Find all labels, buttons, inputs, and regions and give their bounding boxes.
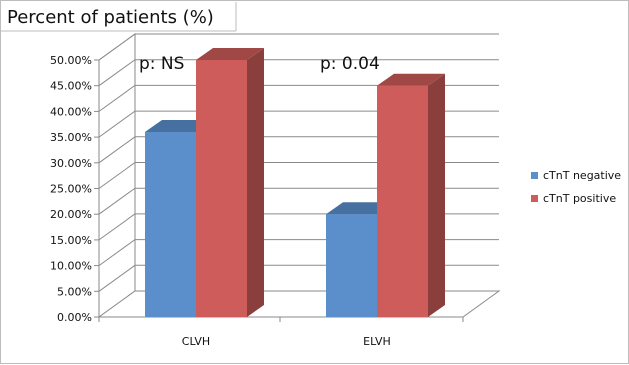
y-axis-title: Percent of patients (%) [7, 7, 214, 28]
p-value-annotation: p: NS [139, 54, 184, 74]
bar-side [428, 73, 445, 317]
x-tick-label: ELVH [363, 335, 391, 348]
y-tick-label: 0.00% [57, 311, 92, 324]
y-tick-label: 5.00% [57, 285, 92, 298]
bar [196, 60, 247, 317]
legend-swatch [531, 172, 538, 179]
plot-area: 0.00% 5.00% 10.00% 15.00% 20.00% 25.00% 30.00%… [50, 33, 501, 348]
bar-top [377, 73, 445, 86]
legend-label: cTnT negative [543, 169, 621, 182]
y-tick-label: 20.00% [50, 208, 92, 221]
y-tick-label: 45.00% [50, 80, 92, 93]
y-tick-label: 10.00% [50, 260, 92, 273]
y-tick-label: 40.00% [50, 105, 92, 118]
y-axis-title-box [1, 1, 236, 31]
y-tick-label: 50.00% [50, 54, 92, 67]
gridline [98, 59, 499, 87]
bar [377, 85, 428, 317]
y-tick-label: 30.00% [50, 157, 92, 170]
x-tick-label: CLVH [182, 335, 210, 348]
legend-label: cTnT positive [543, 192, 616, 205]
y-tick-label: 15.00% [50, 234, 92, 247]
y-tick-label: 35.00% [50, 131, 92, 144]
p-value-annotation: p: 0.04 [320, 54, 380, 74]
bar-side [247, 48, 264, 317]
legend-swatch [531, 195, 538, 202]
legend: cTnT negative cTnT positive [531, 169, 621, 205]
bar [145, 131, 196, 317]
y-tick-label: 25.00% [50, 183, 92, 196]
bar [326, 214, 377, 317]
bar-top [196, 48, 264, 60]
gridline [98, 33, 499, 61]
